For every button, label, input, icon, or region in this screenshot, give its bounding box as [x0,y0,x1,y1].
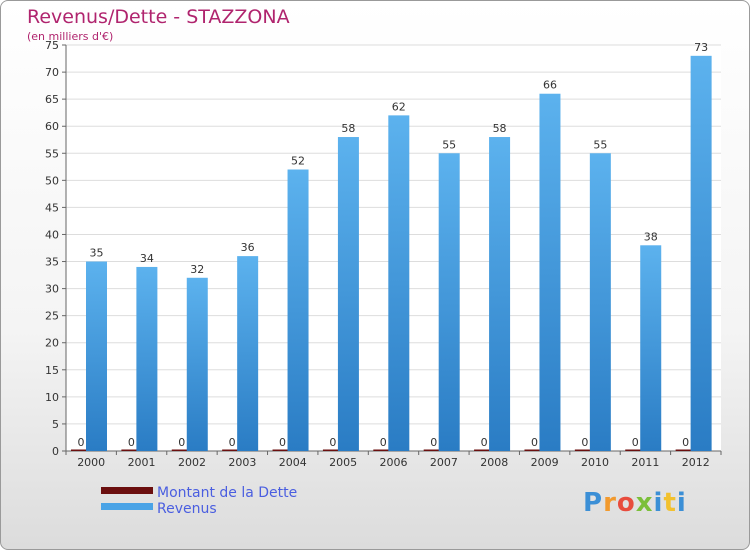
value-label-dette: 0 [682,436,689,449]
logo-letter: t [663,488,677,518]
value-label-revenus: 35 [90,247,104,260]
bar-revenus [186,277,208,451]
bar-dette [625,449,646,451]
legend-label-dette: Montant de la Dette [157,485,298,501]
bar-revenus [86,261,107,451]
value-label-dette: 0 [531,436,538,449]
x-tick-label: 2012 [682,456,710,469]
value-label-dette: 0 [329,436,336,449]
x-tick-label: 2006 [380,456,408,469]
bar-dette [524,449,545,451]
bar-revenus [337,137,359,451]
bar-revenus [539,93,561,451]
proxiti-logo: Proxiti [583,488,687,518]
y-tick-label: 25 [45,310,59,323]
x-tick-label: 2004 [279,456,307,469]
value-label-revenus: 55 [593,138,607,151]
value-label-dette: 0 [481,436,488,449]
x-tick-label: 2002 [178,456,206,469]
x-tick-label: 2010 [581,456,609,469]
value-label-dette: 0 [380,436,387,449]
bar-revenus [589,153,611,451]
value-label-revenus: 66 [543,79,557,92]
value-label-dette: 0 [128,436,135,449]
value-label-dette: 0 [430,436,437,449]
bar-dette [71,449,91,451]
bar-dette [222,449,243,451]
value-label-revenus: 58 [493,122,507,135]
bar-revenus [438,153,460,451]
y-tick-label: 50 [45,174,59,187]
y-tick-label: 60 [45,120,59,133]
logo-letter: P [583,488,604,518]
logo-letter: o [616,488,636,518]
y-tick-label: 55 [45,147,59,160]
x-tick-label: 2007 [430,456,458,469]
bar-dette [423,449,444,451]
bar-revenus [640,245,662,451]
bar-dette [474,449,495,451]
x-tick-label: 2009 [531,456,559,469]
bar-revenus [388,115,410,451]
value-label-revenus: 38 [644,230,658,243]
y-tick-label: 35 [45,256,59,269]
y-tick-label: 10 [45,391,59,404]
bar-dette [272,449,293,451]
value-label-revenus: 58 [341,122,355,135]
value-label-dette: 0 [78,436,85,449]
x-tick-label: 2005 [329,456,357,469]
bar-dette [373,449,394,451]
bar-revenus [136,266,158,451]
chart-title: Revenus/Dette - STAZZONA [27,6,290,28]
bar-dette [675,449,696,451]
y-tick-label: 45 [45,201,59,214]
y-tick-label: 40 [45,228,59,241]
y-tick-label: 75 [45,39,59,52]
value-label-dette: 0 [632,436,639,449]
value-label-dette: 0 [279,436,286,449]
value-label-revenus: 52 [291,155,305,168]
x-tick-label: 2008 [480,456,508,469]
bar-dette [171,449,192,451]
logo-letter: i [653,488,664,518]
y-tick-label: 30 [45,283,59,296]
y-tick-label: 70 [45,66,59,79]
legend-swatch-dette [101,487,153,494]
y-tick-label: 65 [45,93,59,106]
bar-dette [322,449,343,451]
logo-letter: x [635,488,654,518]
bar-revenus [690,55,712,452]
value-label-revenus: 34 [140,252,154,265]
x-tick-label: 2000 [77,456,105,469]
legend-label-revenus: Revenus [157,501,217,517]
x-tick-label: 2011 [631,456,659,469]
value-label-dette: 0 [581,436,588,449]
y-tick-label: 15 [45,364,59,377]
value-label-revenus: 62 [392,100,406,113]
chart-subtitle: (en milliers d'€) [27,30,114,43]
y-tick-label: 5 [52,418,59,431]
legend-swatch-revenus [101,503,153,510]
bar-dette [574,449,595,451]
bar-revenus [237,256,259,451]
value-label-revenus: 36 [241,241,255,254]
bar-revenus [489,137,511,451]
value-label-revenus: 55 [442,138,456,151]
y-tick-label: 0 [52,445,59,458]
bar-revenus [287,169,309,452]
bar-dette [121,449,142,451]
y-tick-label: 20 [45,337,59,350]
value-label-revenus: 32 [190,263,204,276]
logo-letter: i [676,488,687,518]
value-label-revenus: 73 [694,41,708,54]
logo-letter: r [603,488,617,518]
x-tick-label: 2003 [228,456,256,469]
value-label-dette: 0 [229,436,236,449]
value-label-dette: 0 [178,436,185,449]
x-tick-label: 2001 [128,456,156,469]
